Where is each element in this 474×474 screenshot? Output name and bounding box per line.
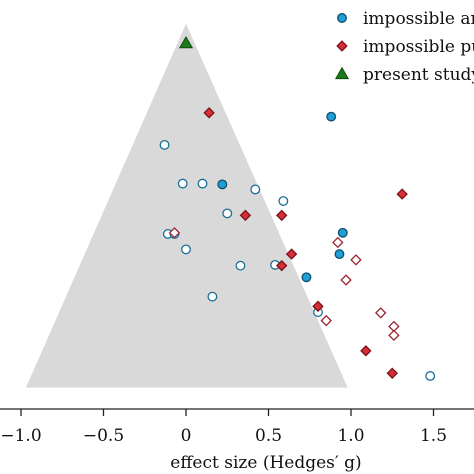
- series-0-filled-point-1: [217, 179, 228, 190]
- series-0-open-point-2: [197, 178, 208, 189]
- series-0-filled-point-0: [326, 111, 337, 122]
- series-1-filled-point-4: [285, 248, 298, 260]
- series-0-open-point-8: [181, 244, 191, 255]
- x-tick-label-3: 0.5: [255, 426, 282, 446]
- legend-label-2: present study: [363, 65, 474, 85]
- series-1-filled-point-3: [275, 209, 288, 222]
- series-1-open-point-2: [350, 254, 362, 266]
- legend-label-0: impossible ana: [363, 9, 474, 29]
- x-axis-title: effect size (Hedges′ g): [170, 453, 361, 473]
- legend-marker-1: [336, 40, 348, 52]
- x-tick-label-2: 0: [181, 426, 192, 446]
- series-1-open-point-1: [332, 236, 344, 249]
- x-tick-label-4: 1.0: [337, 426, 364, 446]
- series-0-open-point-5: [222, 208, 233, 219]
- series-1-filled-point-1: [396, 188, 408, 200]
- x-tick-label-5: 1.5: [420, 426, 447, 446]
- series-0-open-point-11: [207, 291, 218, 302]
- series-0-filled-point-2: [337, 227, 348, 238]
- series-1-open-point-3: [340, 274, 352, 286]
- legend: impossible ana impossible puz present stud…: [334, 9, 474, 85]
- series-1-open-point-0: [168, 227, 181, 239]
- series-1-open-point-5: [374, 307, 387, 319]
- series-1-filled-point-2: [239, 209, 252, 222]
- x-tick-label-1: −0.5: [83, 426, 124, 446]
- legend-marker-2: [334, 66, 350, 80]
- series-0-open-point-0: [159, 139, 170, 150]
- series-0-filled-point-3: [334, 249, 345, 260]
- x-axis: −1.0 −0.5 0 0.5 1.0 1.5: [0, 408, 474, 446]
- series-0-filled-point-4: [301, 272, 312, 283]
- legend-marker-0: [337, 13, 347, 23]
- x-tick-label-0: −1.0: [0, 426, 41, 446]
- series-0-open-point-13: [425, 371, 436, 381]
- series-1-filled-point-8: [386, 367, 398, 379]
- series-1-filled-point-7: [360, 345, 372, 357]
- data-points: [159, 35, 436, 381]
- series-0-open-point-3: [250, 184, 261, 195]
- series-0-open-point-4: [278, 196, 289, 207]
- series-1-open-point-4: [320, 314, 332, 327]
- funnel-region: [25, 23, 348, 388]
- series-0-open-point-9: [235, 260, 246, 271]
- series-0-open-point-1: [177, 178, 188, 189]
- series-2-filled-point-0: [178, 35, 194, 49]
- legend-label-1: impossible puz: [363, 37, 474, 57]
- series-1-filled-point-0: [203, 107, 215, 119]
- series-1-filled-point-6: [312, 300, 324, 313]
- series-1-open-point-7: [388, 329, 400, 342]
- series-1-filled-point-5: [275, 259, 288, 272]
